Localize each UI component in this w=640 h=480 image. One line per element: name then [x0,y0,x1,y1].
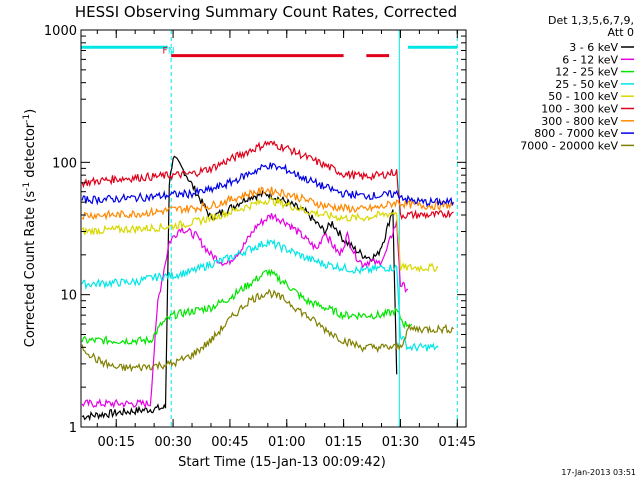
y-tick-label: 1 [69,421,77,436]
x-tick-label: 01:00 [268,435,305,450]
series-line-2 [81,268,413,346]
legend-label-3: 25 - 50 keV [555,78,618,91]
legend-label-7: 800 - 7000 keV [534,127,618,140]
y-label-mid: detector [23,122,38,182]
x-tick-label: 00:15 [98,435,135,450]
legend-label-6: 300 - 800 keV [541,115,618,128]
y-label-main: Corrected Count Rate (s [23,191,38,348]
legend-label-1: 6 - 12 keV [562,53,618,66]
legend-label-8: 7000 - 20000 keV [520,139,618,152]
y-tick-label: 1000 [44,24,77,39]
footer-date: 17-Jan-2013 03:51 [561,468,636,477]
y-axis-ticks: 1 10 100 1000 [44,24,466,436]
y-tick-label: 100 [52,156,77,171]
y-tick-label: 10 [60,289,77,304]
legend-label-4: 50 - 100 keV [548,90,618,103]
y-label-end: ) [23,109,38,114]
y-axis-label: Corrected Count Rate (s-1 detector-1) [22,109,38,347]
flag-label-f: F [163,47,168,57]
legend-label-2: 12 - 25 keV [555,66,618,79]
chart-title: HESSI Observing Summary Count Rates, Cor… [75,3,457,21]
series-line-8 [81,288,454,373]
plot-frame [80,29,467,428]
series-line-4 [81,197,439,273]
x-tick-label: 00:30 [154,435,191,450]
x-tick-label: 01:15 [325,435,362,450]
x-tick-label: 01:45 [439,435,476,450]
legend-header-line1: Det 1,3,5,6,7,9, [548,14,634,27]
series-line-5 [81,140,454,221]
legend-header-line2: Att 0 [608,26,634,39]
axes [80,29,467,428]
x-tick-label: 00:45 [211,435,248,450]
x-axis-label: Start Time (15-Jan-13 00:09:42) [178,455,386,470]
series-line-7 [81,162,455,208]
x-axis-ticks: 00:15 00:30 00:45 01:00 01:15 01:30 01:45 [96,30,476,450]
series-line-0 [81,155,398,422]
series-line-1 [81,213,409,409]
y-label-sup2: -1 [22,114,32,123]
legend-label-0: 3 - 6 keV [569,41,618,54]
series-line-3 [81,238,439,353]
y-label-sup1: -1 [22,182,32,191]
series-line-6 [81,186,454,221]
legend-label-5: 100 - 300 keV [541,103,618,116]
series-lines [81,140,455,422]
x-tick-label: 01:30 [382,435,419,450]
flag-label-n: N [168,47,175,57]
